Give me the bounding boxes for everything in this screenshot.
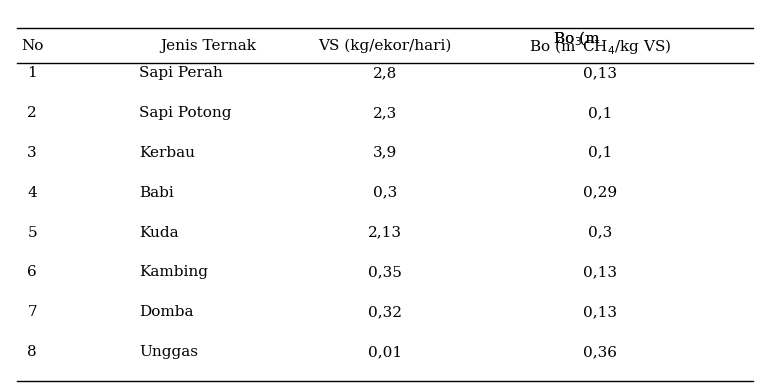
Text: 8: 8	[27, 345, 37, 359]
Text: 0,3: 0,3	[373, 186, 397, 200]
Text: 3: 3	[27, 146, 37, 160]
Text: Kerbau: Kerbau	[139, 146, 196, 160]
Text: 1: 1	[27, 66, 37, 80]
Text: Domba: Domba	[139, 305, 194, 319]
Text: Jenis Ternak: Jenis Ternak	[160, 39, 256, 53]
Text: 0,13: 0,13	[583, 66, 617, 80]
Text: Bo (m: Bo (m	[554, 31, 600, 45]
Text: 0,29: 0,29	[583, 186, 617, 200]
Text: 0,36: 0,36	[583, 345, 617, 359]
Text: 0,32: 0,32	[368, 305, 402, 319]
Text: 2: 2	[27, 106, 37, 120]
Text: 2,8: 2,8	[373, 66, 397, 80]
Text: 0,1: 0,1	[588, 146, 612, 160]
Text: Unggas: Unggas	[139, 345, 199, 359]
Text: Bo (m: Bo (m	[554, 31, 600, 45]
Text: 0,3: 0,3	[588, 225, 612, 239]
Text: 0,01: 0,01	[368, 345, 402, 359]
Text: Sapi Perah: Sapi Perah	[139, 66, 223, 80]
Text: 0,13: 0,13	[583, 305, 617, 319]
Text: Kambing: Kambing	[139, 266, 209, 280]
Text: 7: 7	[27, 305, 37, 319]
Text: 4: 4	[27, 186, 37, 200]
Text: Sapi Potong: Sapi Potong	[139, 106, 232, 120]
Text: 5: 5	[27, 225, 37, 239]
Text: Babi: Babi	[139, 186, 174, 200]
Text: 0,1: 0,1	[588, 106, 612, 120]
Text: 0,35: 0,35	[368, 266, 402, 280]
Text: Kuda: Kuda	[139, 225, 179, 239]
Text: 0,13: 0,13	[583, 266, 617, 280]
Text: Bo (m$^3$CH$_4$/kg VS): Bo (m$^3$CH$_4$/kg VS)	[528, 35, 671, 57]
Text: 2,3: 2,3	[373, 106, 397, 120]
Text: 6: 6	[27, 266, 37, 280]
Text: 3,9: 3,9	[373, 146, 397, 160]
Text: No: No	[21, 39, 43, 53]
Text: 2,13: 2,13	[368, 225, 402, 239]
Text: VS (kg/ekor/hari): VS (kg/ekor/hari)	[318, 39, 452, 53]
